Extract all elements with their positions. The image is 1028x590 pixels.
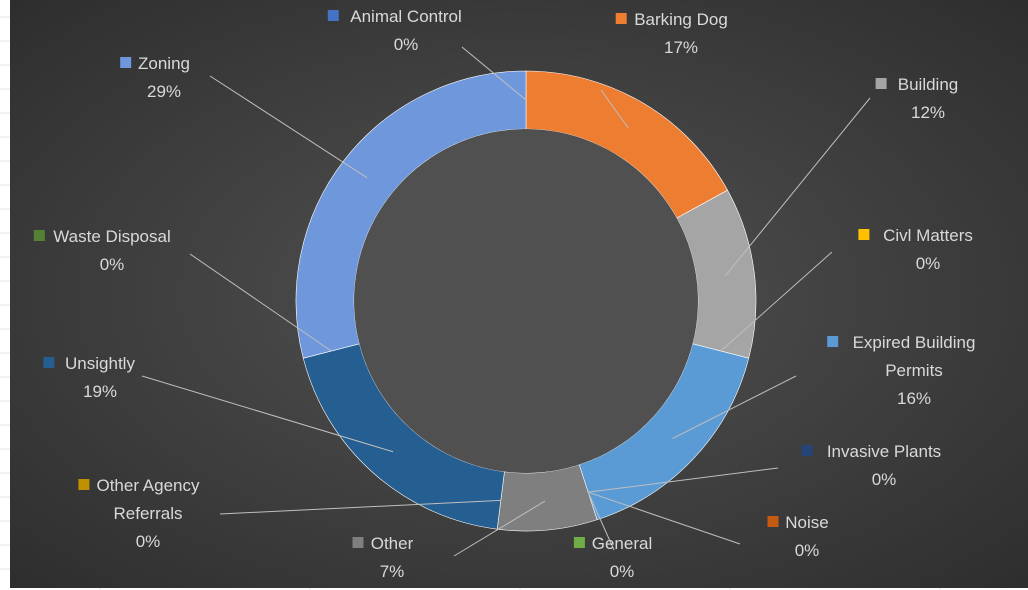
- data-label-category: Waste Disposal: [53, 227, 170, 246]
- legend-key: [573, 537, 585, 548]
- leader-line: [725, 97, 871, 277]
- data-label-percent: 0%: [100, 255, 125, 274]
- data-label-percent: 12%: [911, 103, 945, 122]
- leader-line: [720, 251, 833, 352]
- legend-key: [858, 229, 870, 240]
- data-label-percent: 19%: [83, 382, 117, 401]
- data-label-category: Civl Matters: [883, 226, 973, 245]
- data-label: Unsightly 19%: [43, 354, 135, 401]
- leader-line: [189, 253, 332, 352]
- data-label-category: Invasive Plants: [827, 442, 941, 461]
- data-label-percent: 0%: [610, 562, 635, 581]
- legend-key: [615, 13, 627, 24]
- data-label: General 0%: [573, 534, 652, 581]
- leader-line: [209, 75, 368, 179]
- leader-line: [453, 500, 546, 557]
- data-label-percent: 29%: [147, 82, 181, 101]
- data-label: Waste Disposal 0%: [33, 227, 171, 274]
- data-label: Barking Dog 17%: [615, 10, 728, 57]
- data-label-category: Other Agency: [96, 476, 200, 495]
- data-label-percent: 17%: [664, 38, 698, 57]
- data-label: Expired Building Permits 16%: [827, 333, 975, 408]
- data-label-percent: 0%: [136, 532, 161, 551]
- legend-key: [78, 479, 90, 490]
- data-label-category: Expired Building: [853, 333, 976, 352]
- data-label-category: Noise: [785, 513, 828, 532]
- data-label-category: Zoning: [138, 54, 190, 73]
- leader-line: [461, 46, 527, 101]
- chart-svg: Animal Control 0% Barking Dog 17% Building 12…: [10, 0, 1028, 588]
- data-label-category: Animal Control: [350, 7, 462, 26]
- data-label-category: Barking Dog: [634, 10, 728, 29]
- data-label-category: Referrals: [114, 504, 183, 523]
- leader-line: [672, 375, 797, 440]
- data-label: Animal Control 0%: [327, 7, 462, 54]
- data-label-percent: 0%: [916, 254, 941, 273]
- data-label-category: Other: [371, 534, 414, 553]
- legend-key: [43, 357, 55, 368]
- legend-key: [352, 537, 364, 548]
- data-label-percent: 16%: [897, 389, 931, 408]
- legend-key: [827, 336, 839, 347]
- legend-key: [767, 516, 779, 527]
- leader-line: [219, 499, 501, 515]
- legend-key: [120, 57, 132, 68]
- doughnut-chart[interactable]: Animal Control 0% Barking Dog 17% Building 12…: [10, 0, 1028, 588]
- data-label: Other Agency Referrals 0%: [78, 476, 200, 551]
- leader-line: [587, 491, 741, 545]
- leader-line: [141, 375, 394, 453]
- legend-key: [327, 10, 339, 21]
- data-labels: Animal Control 0% Barking Dog 17% Building 12…: [33, 7, 975, 581]
- data-label-percent: 0%: [872, 470, 897, 489]
- data-label: Invasive Plants 0%: [801, 442, 941, 489]
- doughnut-hole: [354, 129, 698, 473]
- data-label-percent: 0%: [394, 35, 419, 54]
- data-label: Other 7%: [352, 534, 414, 581]
- legend-key: [801, 445, 813, 456]
- data-label-percent: 7%: [380, 562, 405, 581]
- data-label: Civl Matters 0%: [858, 226, 973, 273]
- leader-line: [587, 491, 615, 551]
- data-label-category: General: [592, 534, 652, 553]
- legend-key: [33, 230, 45, 241]
- data-label: Building 12%: [875, 75, 959, 122]
- data-label-category: Permits: [885, 361, 943, 380]
- data-label-percent: 0%: [795, 541, 820, 560]
- data-label: Noise 0%: [767, 513, 829, 560]
- legend-key: [875, 78, 887, 89]
- data-label-category: Unsightly: [65, 354, 135, 373]
- leader-lines: [141, 46, 871, 557]
- leader-line: [600, 89, 629, 129]
- data-label: Zoning 29%: [120, 54, 190, 101]
- data-label-category: Building: [898, 75, 959, 94]
- leader-line: [588, 467, 779, 493]
- doughnut-ring: [295, 70, 757, 532]
